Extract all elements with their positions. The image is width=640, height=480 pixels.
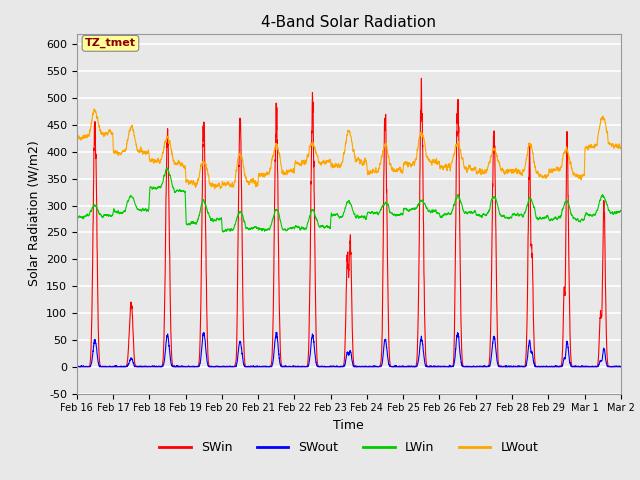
SWout [441,364,449,370]
LWout [471,164,479,170]
LWin [171,189,179,195]
SWin [328,364,336,370]
LWout [211,186,218,192]
SWin [171,364,179,370]
SWin [617,364,625,370]
LWout [617,144,625,150]
SWout [616,364,624,370]
Title: 4-Band Solar Radiation: 4-Band Solar Radiation [261,15,436,30]
LWin [441,211,449,216]
SWout [273,329,280,335]
Line: SWout: SWout [77,332,621,367]
LWin [616,208,624,214]
Line: LWout: LWout [77,109,621,189]
X-axis label: Time: Time [333,419,364,432]
Legend: SWin, SWout, LWin, LWout: SWin, SWout, LWin, LWout [154,436,543,459]
LWin [617,208,625,214]
LWout [90,106,98,112]
LWout [502,169,509,175]
SWout [610,364,618,370]
LWout [73,137,81,143]
LWin [163,165,171,171]
SWout [617,364,625,370]
SWin [417,75,425,81]
Line: SWin: SWin [77,78,621,367]
LWin [73,216,81,221]
SWin [607,364,614,370]
SWout [502,363,509,369]
SWin [471,364,479,370]
SWin [73,364,81,370]
SWin [502,364,509,370]
LWout [616,145,624,151]
LWout [441,162,449,168]
SWout [329,363,337,369]
SWin [441,364,449,370]
Y-axis label: Solar Radiation (W/m2): Solar Radiation (W/m2) [28,141,40,287]
LWout [171,161,179,167]
SWout [171,363,179,369]
LWout [329,164,337,170]
LWin [329,213,337,218]
Line: LWin: LWin [77,168,621,232]
LWin [219,229,227,235]
SWin [616,364,624,370]
Text: TZ_tmet: TZ_tmet [85,38,136,48]
SWout [73,363,81,369]
LWin [471,208,479,214]
LWin [502,215,509,221]
SWout [471,364,479,370]
